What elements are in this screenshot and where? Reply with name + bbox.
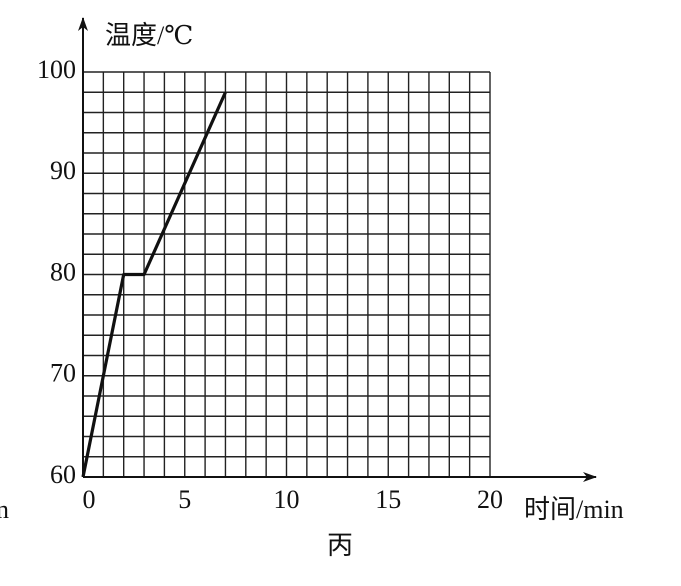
- caption: 丙: [327, 531, 353, 560]
- x-axis-label: 时间/min: [524, 495, 624, 524]
- x-tick-label: 15: [375, 485, 401, 514]
- y-tick-label: 90: [50, 156, 76, 185]
- y-tick-label: 80: [50, 257, 76, 286]
- x-tick-label: 5: [178, 485, 191, 514]
- x-tick-label: 10: [274, 485, 300, 514]
- y-axis-label: 温度/℃: [105, 21, 193, 50]
- y-tick-label: 70: [50, 359, 76, 388]
- annotation: n: [0, 495, 9, 524]
- data-line: [81, 91, 227, 478]
- y-tick-label: 60: [50, 460, 76, 489]
- y-tick-label: 100: [37, 55, 76, 84]
- x-tick-label: 20: [477, 485, 503, 514]
- x-tick-label: 0: [83, 485, 96, 514]
